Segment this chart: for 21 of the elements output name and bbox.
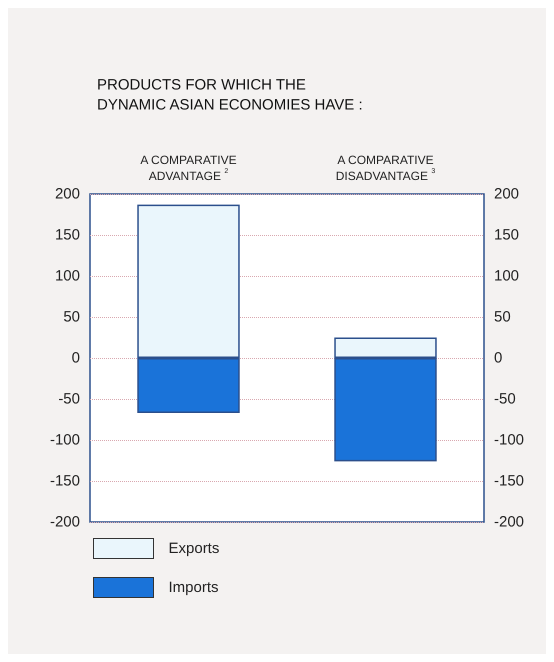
y2-tick-label: -50 xyxy=(494,390,516,408)
y2-tick-label: 50 xyxy=(494,308,511,326)
y2-tick-label: 200 xyxy=(494,186,520,202)
chart-title: PRODUCTS FOR WHICH THE DYNAMIC ASIAN ECONOMIES HAVE : xyxy=(97,76,363,114)
legend-label: Exports xyxy=(168,540,220,557)
legend-label: Imports xyxy=(168,579,219,596)
y-tick-label: -150 xyxy=(50,472,80,490)
y-tick-label: -100 xyxy=(50,432,80,448)
y2-tick-label: -200 xyxy=(494,514,524,530)
y2-tick-label: 0 xyxy=(494,350,502,366)
y-tick-label: -200 xyxy=(50,514,80,530)
y2-tick-label: 100 xyxy=(494,268,520,284)
y-tick-label: -50 xyxy=(58,390,80,408)
y2-tick-label: 150 xyxy=(494,226,520,244)
y-tick-label: 50 xyxy=(63,308,80,326)
y-tick-label: 100 xyxy=(54,268,80,284)
y-tick-label: 150 xyxy=(54,226,80,244)
y-tick-label: 0 xyxy=(72,350,80,366)
y2-tick-label: -150 xyxy=(494,472,524,490)
y-tick-label: 200 xyxy=(54,186,80,202)
y2-tick-label: -100 xyxy=(494,432,524,448)
